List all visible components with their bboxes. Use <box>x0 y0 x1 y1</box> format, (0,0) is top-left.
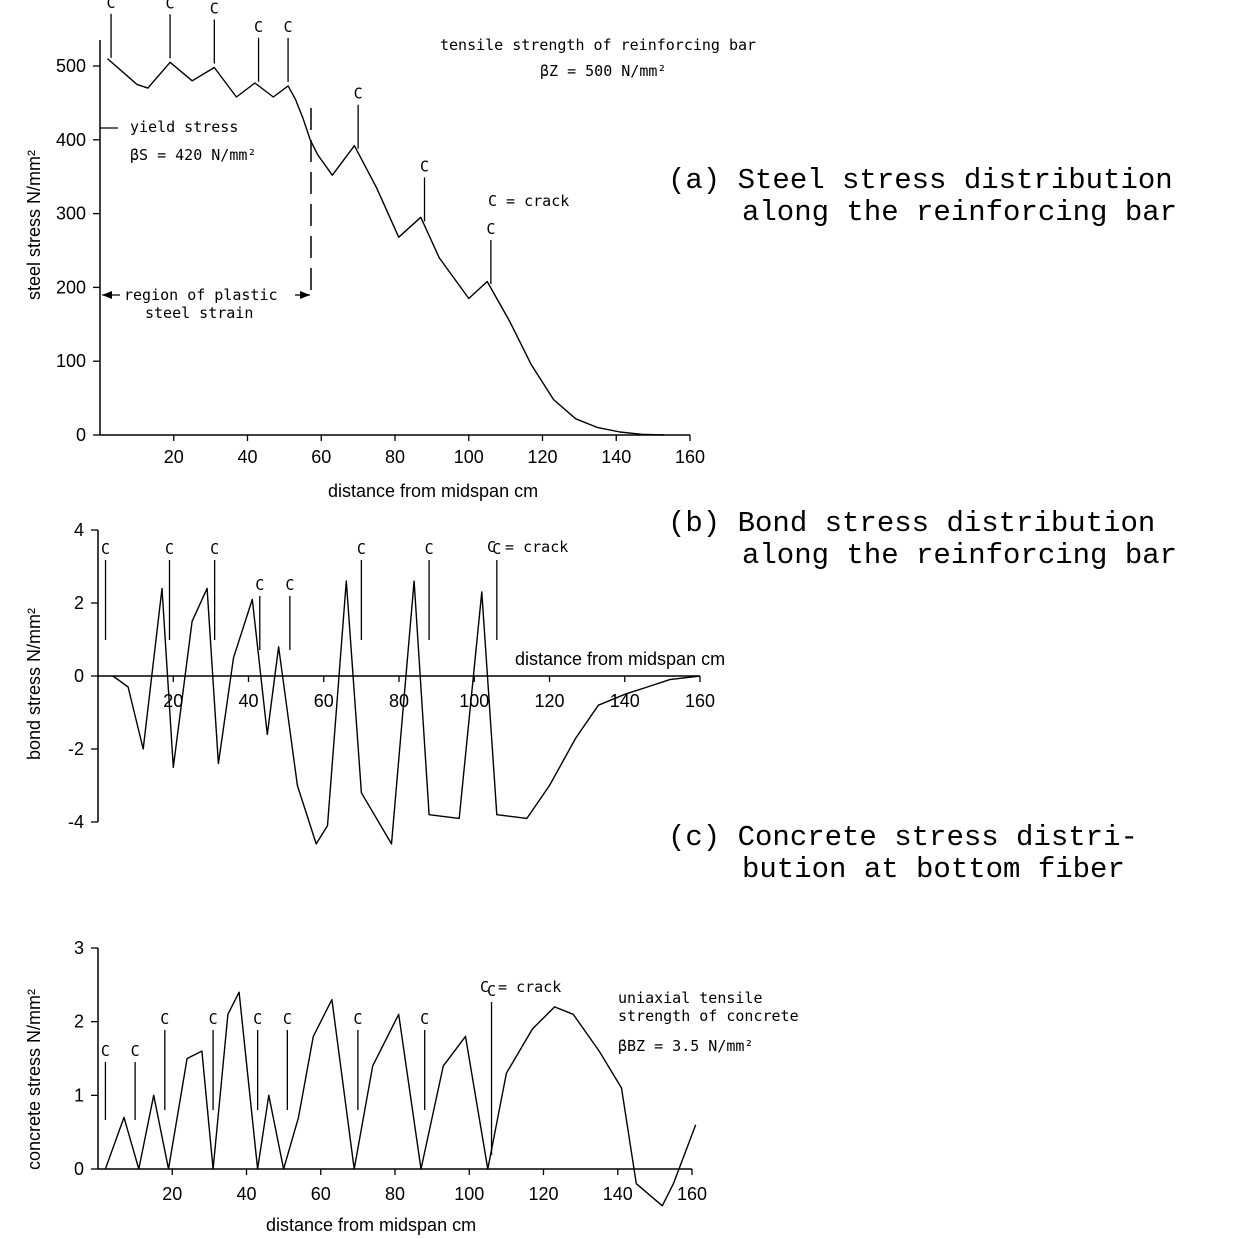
concrete-crack-label: C <box>487 982 496 1000</box>
steel-crack-label: C <box>210 0 219 17</box>
bond-crack-label: C <box>255 576 264 594</box>
bond-crack-label: C <box>285 576 294 594</box>
plastic-arrowhead-left <box>102 291 112 299</box>
steel-x-tick-label: 140 <box>601 447 631 467</box>
concrete-crack-label: C <box>420 1010 429 1028</box>
caption-b-line1: (b) Bond stress distribution <box>668 507 1155 540</box>
bond-x-tick-label: 60 <box>314 691 334 711</box>
bond-y-tick-label: 4 <box>74 520 84 540</box>
steel-x-tick-label: 60 <box>311 447 331 467</box>
bond-crack-label: C <box>165 540 174 558</box>
concrete-y-tick-label: 0 <box>74 1159 84 1179</box>
bond-x-axis-label: distance from midspan cm <box>515 649 725 669</box>
steel-x-tick-label: 100 <box>454 447 484 467</box>
bond-x-tick-label: 40 <box>238 691 258 711</box>
concrete-crack-label: C <box>209 1010 218 1028</box>
steel-x-tick-label: 160 <box>675 447 705 467</box>
concrete-strength-label-2: strength of concrete <box>618 1007 799 1025</box>
steel-crack-legend: C = crack <box>488 192 569 210</box>
steel-y-tick-label: 300 <box>56 204 86 224</box>
steel-crack-label: C <box>254 18 263 36</box>
bond-crack-label: C <box>101 540 110 558</box>
concrete-crack-label: C <box>283 1010 292 1028</box>
concrete-stress-series <box>104 991 697 1207</box>
bar-strength-value: βZ = 500 N/mm² <box>540 62 666 80</box>
concrete-y-tick-label: 3 <box>74 938 84 958</box>
concrete-x-axis-label: distance from midspan cm <box>266 1215 476 1235</box>
concrete-x-tick-label: 80 <box>385 1184 405 1204</box>
steel-x-axis-label: distance from midspan cm <box>328 481 538 501</box>
bond-y-tick-label: -4 <box>68 812 84 832</box>
concrete-x-tick-label: 100 <box>454 1184 484 1204</box>
concrete-crack-label: C <box>131 1042 140 1060</box>
steel-crack-label: C <box>166 0 175 12</box>
bond-crack-label: C <box>357 540 366 558</box>
concrete-crack-label: C <box>160 1010 169 1028</box>
steel-y-tick-label: 200 <box>56 277 86 297</box>
caption-b-line2: along the reinforcing bar <box>742 539 1177 572</box>
bond-x-tick-label: 140 <box>610 691 640 711</box>
steel-crack-label: C <box>107 0 116 12</box>
bond-y-tick-label: 2 <box>74 593 84 613</box>
bond-y-axis-label: bond stress N/mm² <box>24 608 44 760</box>
steel-y-tick-label: 500 <box>56 56 86 76</box>
concrete-strength-label: uniaxial tensile <box>618 989 763 1007</box>
caption-a-line2: along the reinforcing bar <box>742 196 1177 229</box>
concrete-x-tick-label: 120 <box>528 1184 558 1204</box>
caption-a-line1: (a) Steel stress distribution <box>668 164 1173 197</box>
concrete-stress-chart: 0 1 2 3 20 40 60 80 100 120 140 160 C C C C C C C C C dist… <box>24 938 799 1235</box>
bar-strength-label: tensile strength of reinforcing bar <box>440 36 756 54</box>
yield-stress-label: yield stress <box>130 118 238 136</box>
steel-x-tick-label: 80 <box>385 447 405 467</box>
plastic-region-label-2: steel strain <box>145 304 253 322</box>
concrete-crack-label: C <box>353 1010 362 1028</box>
concrete-y-axis-label: concrete stress N/mm² <box>24 989 44 1170</box>
steel-y-tick-label: 100 <box>56 351 86 371</box>
bond-x-tick-label: 100 <box>459 691 489 711</box>
plastic-region-label: region of plastic <box>124 286 278 304</box>
bond-crack-label: C <box>210 540 219 558</box>
steel-y-tick-label: 0 <box>76 425 86 445</box>
steel-crack-label: C <box>354 85 363 103</box>
bond-crack-label: C <box>425 540 434 558</box>
caption-c-line2: bution at bottom fiber <box>742 853 1125 886</box>
concrete-x-tick-label: 60 <box>311 1184 331 1204</box>
caption-c-line1: (c) Concrete stress distri- <box>668 821 1138 854</box>
steel-crack-label: C <box>420 157 429 175</box>
steel-crack-label: C <box>284 18 293 36</box>
bond-crack-label: C <box>492 540 501 558</box>
concrete-x-tick-label: 160 <box>677 1184 707 1204</box>
concrete-x-tick-label: 40 <box>236 1184 256 1204</box>
steel-y-tick-label: 400 <box>56 130 86 150</box>
bond-x-tick-label: 120 <box>534 691 564 711</box>
steel-x-tick-label: 40 <box>237 447 257 467</box>
steel-x-tick-label: 120 <box>527 447 557 467</box>
concrete-crack-label: C <box>253 1010 262 1028</box>
steel-crack-label: C <box>486 220 495 238</box>
bond-y-tick-label: -2 <box>68 739 84 759</box>
concrete-crack-legend: C = crack <box>480 978 561 996</box>
concrete-crack-label: C <box>101 1042 110 1060</box>
bond-crack-legend: C = crack <box>487 538 568 556</box>
concrete-y-tick-label: 1 <box>74 1085 84 1105</box>
steel-y-axis-label: steel stress N/mm² <box>24 150 44 300</box>
concrete-x-tick-label: 20 <box>162 1184 182 1204</box>
steel-stress-series <box>106 58 665 436</box>
plastic-arrowhead-right <box>300 291 310 299</box>
concrete-strength-value: βBZ = 3.5 N/mm² <box>618 1037 753 1055</box>
bond-stress-series <box>112 580 701 845</box>
bond-x-tick-label: 80 <box>389 691 409 711</box>
yield-stress-value: βS = 420 N/mm² <box>130 146 256 164</box>
bond-y-tick-label: 0 <box>74 666 84 686</box>
bond-x-tick-label: 160 <box>685 691 715 711</box>
concrete-x-tick-label: 140 <box>603 1184 633 1204</box>
steel-x-tick-label: 20 <box>164 447 184 467</box>
concrete-y-tick-label: 2 <box>74 1012 84 1032</box>
